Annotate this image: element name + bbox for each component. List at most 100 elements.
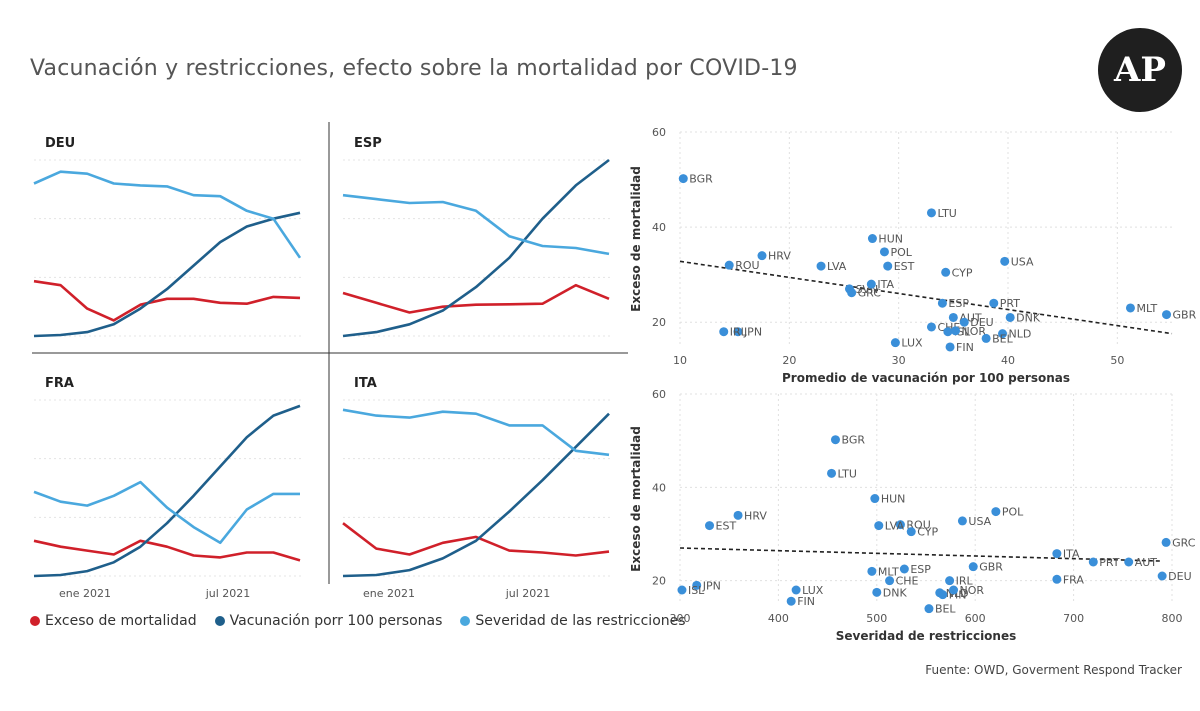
point-label: LTU bbox=[838, 467, 857, 480]
point-bel bbox=[924, 604, 934, 614]
point-label: PRT bbox=[1000, 297, 1020, 310]
point-ita bbox=[866, 279, 876, 289]
trend-line bbox=[679, 260, 1173, 335]
point-irl bbox=[945, 576, 955, 586]
x-tick-label: 700 bbox=[1063, 612, 1084, 625]
point-label: BEL bbox=[992, 332, 1013, 345]
point-nld bbox=[998, 329, 1008, 339]
x-axis-label: Severidad de restricciones bbox=[836, 629, 1017, 643]
x-tick-label: ene 2021 bbox=[363, 587, 415, 600]
point-bgr bbox=[830, 435, 840, 445]
x-tick-label: 30 bbox=[892, 354, 906, 367]
legend-label: Exceso de mortalidad bbox=[45, 613, 197, 629]
point-label: POL bbox=[890, 246, 912, 259]
point-label: GBR bbox=[1173, 309, 1197, 322]
point-hrv bbox=[733, 510, 743, 520]
point-pol bbox=[991, 507, 1001, 517]
point-label: IRL bbox=[956, 575, 974, 588]
point-mlt bbox=[867, 566, 877, 576]
point-est bbox=[883, 261, 893, 271]
point-label: ITA bbox=[1063, 548, 1080, 561]
series-line bbox=[33, 170, 302, 259]
x-axis-label: Promedio de vacunación por 100 personas bbox=[782, 371, 1070, 385]
point-label: IRL bbox=[730, 326, 748, 339]
point-gbr bbox=[1162, 310, 1172, 320]
point-label: CHE bbox=[896, 575, 919, 588]
point-ita bbox=[1052, 549, 1062, 559]
panel-title: ESP bbox=[354, 136, 382, 151]
point-label: FIN bbox=[956, 341, 974, 354]
point-gbr bbox=[968, 562, 978, 572]
point-cyp bbox=[941, 267, 951, 277]
point-dnk bbox=[1005, 312, 1015, 322]
point-label: BEL bbox=[935, 603, 956, 616]
point-fin2 bbox=[786, 596, 796, 606]
panel-title: ITA bbox=[354, 376, 377, 391]
series-line bbox=[342, 193, 610, 256]
y-tick-label: 20 bbox=[652, 316, 666, 329]
series-line bbox=[342, 408, 610, 457]
y-axis-label: Exceso de mortalidad bbox=[629, 426, 643, 572]
trend-line bbox=[679, 547, 1163, 562]
point-esp bbox=[899, 564, 909, 574]
point-mlt bbox=[1125, 303, 1135, 313]
x-tick-label: 800 bbox=[1162, 612, 1183, 625]
point-isl bbox=[943, 327, 953, 337]
x-tick-label: 50 bbox=[1110, 354, 1124, 367]
point-che bbox=[926, 322, 936, 332]
point-irl bbox=[719, 327, 729, 337]
point-label: ITA bbox=[877, 278, 894, 291]
point-ltu bbox=[827, 468, 837, 478]
point-jpn bbox=[692, 580, 702, 590]
series-line bbox=[33, 211, 301, 338]
point-bgr bbox=[678, 174, 688, 184]
x-tick-label: jul 2021 bbox=[505, 587, 551, 600]
page-title: Vacunación y restricciones, efecto sobre… bbox=[30, 56, 798, 81]
point-label: DNK bbox=[883, 586, 908, 599]
point-fin bbox=[945, 342, 955, 352]
point-label: LUX bbox=[802, 584, 824, 597]
point-label: EST bbox=[894, 260, 915, 273]
series-line bbox=[342, 158, 610, 338]
panel-title: FRA bbox=[45, 376, 74, 391]
point-label: USA bbox=[1011, 255, 1034, 268]
chart-legend: Exceso de mortalidad Vacunación porr 100… bbox=[30, 613, 694, 629]
point-label: PRT bbox=[1099, 556, 1119, 569]
x-tick-label: 300 bbox=[670, 612, 691, 625]
point-label: MLT bbox=[878, 565, 899, 578]
point-label: NOR bbox=[960, 584, 985, 597]
point-label: LTU bbox=[937, 207, 956, 220]
source-note: Fuente: OWD, Goverment Respond Tracker bbox=[925, 663, 1182, 677]
point-label: NLD bbox=[1009, 328, 1032, 341]
point-aut bbox=[1124, 557, 1134, 567]
point-grc bbox=[847, 288, 857, 298]
series-line bbox=[342, 283, 610, 314]
y-tick-label: 60 bbox=[652, 126, 666, 139]
panel-ita: ITA bbox=[342, 376, 613, 578]
point-lux bbox=[890, 338, 900, 348]
point-label: LVA bbox=[827, 260, 847, 273]
point-label: ISL bbox=[688, 584, 705, 597]
legend-label: Severidad de las restricciones bbox=[475, 613, 686, 629]
point-label: JPN bbox=[702, 579, 721, 592]
legend-label: Vacunación porr 100 personas bbox=[229, 613, 443, 629]
point-label: GBR bbox=[979, 561, 1003, 574]
series-line bbox=[33, 480, 300, 545]
point-usa bbox=[1000, 256, 1010, 266]
series-line bbox=[33, 404, 301, 578]
point-label: EST bbox=[716, 520, 737, 533]
x-tick-label: jul 2021 bbox=[205, 587, 251, 600]
point-jpn bbox=[733, 327, 743, 337]
x-tick-label: 10 bbox=[673, 354, 687, 367]
series-line bbox=[33, 539, 301, 562]
point-label: HRV bbox=[768, 250, 791, 263]
point-ltu bbox=[926, 208, 936, 218]
x-tick-label: 20 bbox=[782, 354, 796, 367]
scatter-vacunacion-chart: 20 40 60 10 20 30 40 50 Promedio de vacunación p… bbox=[629, 126, 1197, 385]
scatter-severidad-chart: 20 40 60 300 400 500 600 700 800 Severidad de res… bbox=[629, 388, 1196, 643]
legend-item-vacunacion: Vacunación porr 100 personas bbox=[214, 613, 443, 629]
point-fra bbox=[1052, 574, 1062, 584]
point-bel bbox=[981, 333, 991, 343]
panel-title: DEU bbox=[45, 136, 75, 151]
legend-item-exceso: Exceso de mortalidad bbox=[30, 613, 197, 629]
